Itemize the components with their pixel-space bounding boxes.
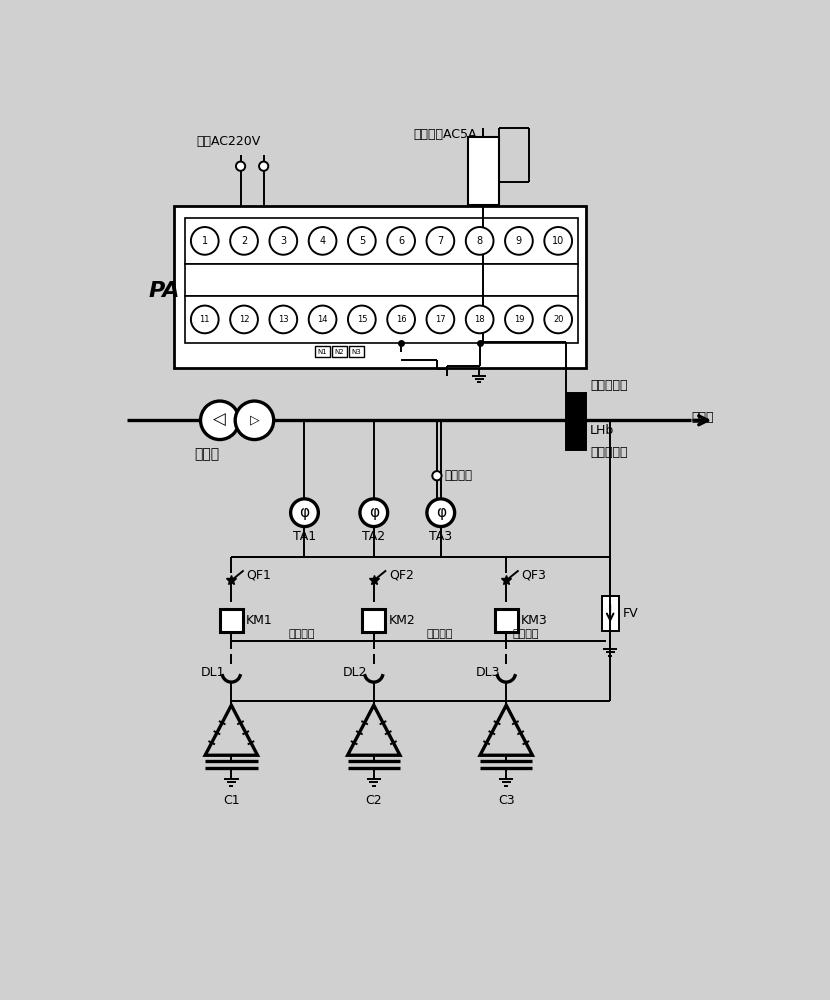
Text: 7: 7 (437, 236, 443, 246)
Circle shape (309, 306, 336, 333)
Text: DL1: DL1 (201, 666, 225, 679)
Circle shape (270, 306, 297, 333)
Text: 接信号灯: 接信号灯 (289, 629, 315, 639)
Text: KM1: KM1 (246, 614, 273, 627)
Circle shape (427, 227, 454, 255)
Circle shape (230, 227, 258, 255)
Bar (185, 264, 578, 296)
Circle shape (230, 306, 258, 333)
Text: 2: 2 (241, 236, 247, 246)
Bar (468, 137, 499, 205)
Text: FV: FV (622, 607, 638, 620)
Text: 4: 4 (320, 236, 325, 246)
Circle shape (191, 227, 218, 255)
Text: 去负载: 去负载 (691, 411, 714, 424)
Circle shape (259, 162, 268, 171)
Text: 17: 17 (435, 315, 446, 324)
Bar (349, 346, 364, 357)
Text: 变压器: 变压器 (194, 447, 219, 461)
Text: 接信号灯: 接信号灯 (445, 469, 472, 482)
Circle shape (235, 401, 274, 440)
Text: 3: 3 (281, 236, 286, 246)
Bar (185, 218, 578, 264)
Circle shape (466, 227, 494, 255)
Text: 15: 15 (357, 315, 367, 324)
Text: KM3: KM3 (521, 614, 548, 627)
Text: 取样输入AC5A: 取样输入AC5A (414, 128, 477, 141)
Text: 16: 16 (396, 315, 407, 324)
Text: C1: C1 (223, 794, 240, 807)
Text: LHb: LHb (590, 424, 614, 437)
Text: DL3: DL3 (476, 666, 500, 679)
Bar (315, 346, 330, 357)
Circle shape (348, 306, 376, 333)
Bar (332, 346, 347, 357)
Circle shape (191, 306, 218, 333)
Circle shape (505, 227, 533, 255)
Circle shape (544, 227, 572, 255)
Bar (220, 609, 243, 632)
Text: 13: 13 (278, 315, 289, 324)
Circle shape (432, 471, 442, 480)
Text: 20: 20 (553, 315, 564, 324)
Circle shape (236, 162, 245, 171)
Text: 11: 11 (199, 315, 210, 324)
Bar (565, 393, 585, 450)
Text: C2: C2 (365, 794, 382, 807)
Circle shape (544, 306, 572, 333)
Text: 14: 14 (317, 315, 328, 324)
Text: KM2: KM2 (388, 614, 415, 627)
Text: 电源AC220V: 电源AC220V (197, 135, 261, 148)
Bar (602, 596, 618, 631)
Text: 12: 12 (239, 315, 249, 324)
Text: ▷: ▷ (250, 414, 259, 427)
Text: 8: 8 (476, 236, 483, 246)
Circle shape (427, 306, 454, 333)
Text: 1: 1 (202, 236, 208, 246)
Text: φ: φ (369, 505, 378, 520)
Text: QF3: QF3 (521, 569, 546, 582)
Text: 二次侧电流: 二次侧电流 (590, 379, 627, 392)
Circle shape (388, 227, 415, 255)
Text: QF1: QF1 (247, 569, 271, 582)
Text: 6: 6 (398, 236, 404, 246)
Text: N1: N1 (318, 349, 327, 355)
Text: 18: 18 (475, 315, 485, 324)
Circle shape (360, 499, 388, 527)
Text: 10: 10 (552, 236, 564, 246)
Text: 一次侧电流: 一次侧电流 (590, 446, 627, 459)
Text: N3: N3 (351, 349, 361, 355)
Circle shape (505, 306, 533, 333)
Bar (185, 296, 578, 343)
Circle shape (290, 499, 319, 527)
Text: 接信号灯: 接信号灯 (427, 629, 453, 639)
Text: QF2: QF2 (389, 569, 414, 582)
Circle shape (309, 227, 336, 255)
Text: TA1: TA1 (293, 530, 316, 543)
Circle shape (348, 227, 376, 255)
Text: PA: PA (149, 281, 179, 301)
Text: TA2: TA2 (362, 530, 385, 543)
Text: φ: φ (300, 505, 310, 520)
Bar (495, 609, 518, 632)
Bar (173, 206, 585, 368)
Text: DL2: DL2 (343, 666, 368, 679)
Text: 9: 9 (516, 236, 522, 246)
Text: φ: φ (436, 505, 446, 520)
Bar (362, 609, 385, 632)
Circle shape (270, 227, 297, 255)
Text: 5: 5 (359, 236, 365, 246)
Text: 接信号灯: 接信号灯 (512, 629, 539, 639)
Text: N2: N2 (334, 349, 344, 355)
Circle shape (427, 499, 455, 527)
Text: TA3: TA3 (429, 530, 452, 543)
Text: ◁: ◁ (213, 411, 226, 429)
Circle shape (201, 401, 239, 440)
Circle shape (466, 306, 494, 333)
Text: C3: C3 (498, 794, 515, 807)
Circle shape (388, 306, 415, 333)
Text: 19: 19 (514, 315, 525, 324)
